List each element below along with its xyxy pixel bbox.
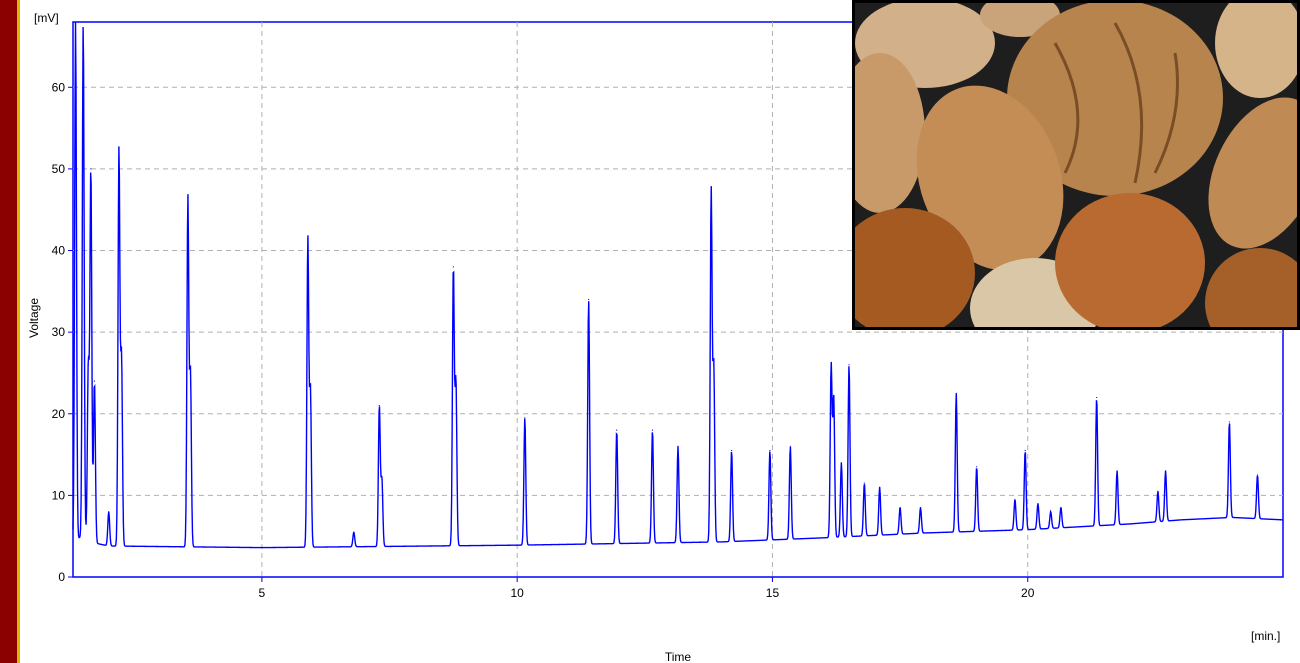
nuts-photo-illustration xyxy=(855,3,1297,327)
y-tick-label: 0 xyxy=(58,570,65,584)
peak-point xyxy=(87,364,89,366)
peak-point xyxy=(976,466,978,468)
peak-point xyxy=(1024,449,1026,452)
peak-point xyxy=(1228,421,1230,423)
peak-point xyxy=(82,21,84,23)
peak-point xyxy=(1014,498,1016,501)
peak-point xyxy=(309,388,312,390)
peak-point xyxy=(1256,474,1259,476)
peak-point xyxy=(848,364,850,366)
peak-point xyxy=(710,188,712,190)
peak-point xyxy=(840,462,842,464)
peak-point xyxy=(187,196,189,199)
x-tick-label: 20 xyxy=(1021,586,1035,600)
almond-top-right xyxy=(1215,3,1297,98)
almond-center xyxy=(916,85,1064,271)
peak-point xyxy=(189,372,192,374)
axis-ticks: 5 10 15 20 0 10 20 30 40 50 60 xyxy=(52,80,1035,600)
x-axis-title: Time xyxy=(665,650,692,663)
almond-right xyxy=(1208,97,1297,249)
peak-point xyxy=(452,266,454,268)
x-tick-label: 15 xyxy=(766,586,780,600)
peak-point xyxy=(833,396,835,399)
peak-point xyxy=(1157,490,1159,492)
peak-point xyxy=(588,298,590,301)
peak-point xyxy=(1050,511,1052,513)
peak-point xyxy=(307,237,309,239)
y-axis-unit: [mV] xyxy=(34,11,59,25)
y-tick-label: 20 xyxy=(52,407,66,421)
peak-point xyxy=(1096,396,1098,399)
peak-point xyxy=(863,482,865,484)
peak-point xyxy=(74,21,77,23)
x-tick-label: 5 xyxy=(259,586,266,600)
peak-point xyxy=(378,405,380,407)
peak-point xyxy=(524,417,526,419)
y-axis-title: Voltage xyxy=(27,298,41,338)
x-axis-unit: [min.] xyxy=(1251,629,1280,643)
almond-left-edge xyxy=(855,53,925,213)
hazelnut-bottom-right xyxy=(1205,248,1297,327)
peak-point xyxy=(731,449,733,452)
peak-point xyxy=(955,392,957,394)
peak-point xyxy=(353,531,355,533)
peak-point xyxy=(1116,470,1118,472)
peak-point xyxy=(899,507,901,509)
peak-point xyxy=(919,507,922,509)
hazelnut-bottom-center xyxy=(1055,193,1205,327)
peak-point xyxy=(1037,502,1039,505)
peak-point xyxy=(108,511,110,513)
peak-point xyxy=(90,168,92,170)
peak-point xyxy=(455,380,457,382)
peak-point xyxy=(651,429,654,431)
peak-point xyxy=(1164,470,1167,472)
peak-point xyxy=(713,364,715,366)
x-tick-label: 10 xyxy=(510,586,524,600)
peak-point xyxy=(769,449,771,452)
hazelnut-bottom-left xyxy=(855,208,975,327)
peak-point xyxy=(677,445,679,448)
peak-point xyxy=(789,445,791,448)
peak-point xyxy=(120,356,123,358)
y-tick-label: 30 xyxy=(52,325,66,339)
left-frame-border xyxy=(0,0,20,663)
peak-point xyxy=(830,364,832,366)
y-tick-label: 50 xyxy=(52,162,66,176)
peak-point xyxy=(381,478,383,480)
peak-point xyxy=(118,147,120,150)
nuts-photo xyxy=(852,0,1300,330)
y-tick-label: 60 xyxy=(52,80,66,94)
y-tick-label: 40 xyxy=(52,244,66,258)
series-layer xyxy=(72,21,1284,549)
y-tick-label: 10 xyxy=(52,488,66,502)
peak-point xyxy=(879,486,881,488)
peak-point xyxy=(1060,507,1062,509)
peak-point xyxy=(93,380,96,382)
peak-point xyxy=(616,429,618,431)
